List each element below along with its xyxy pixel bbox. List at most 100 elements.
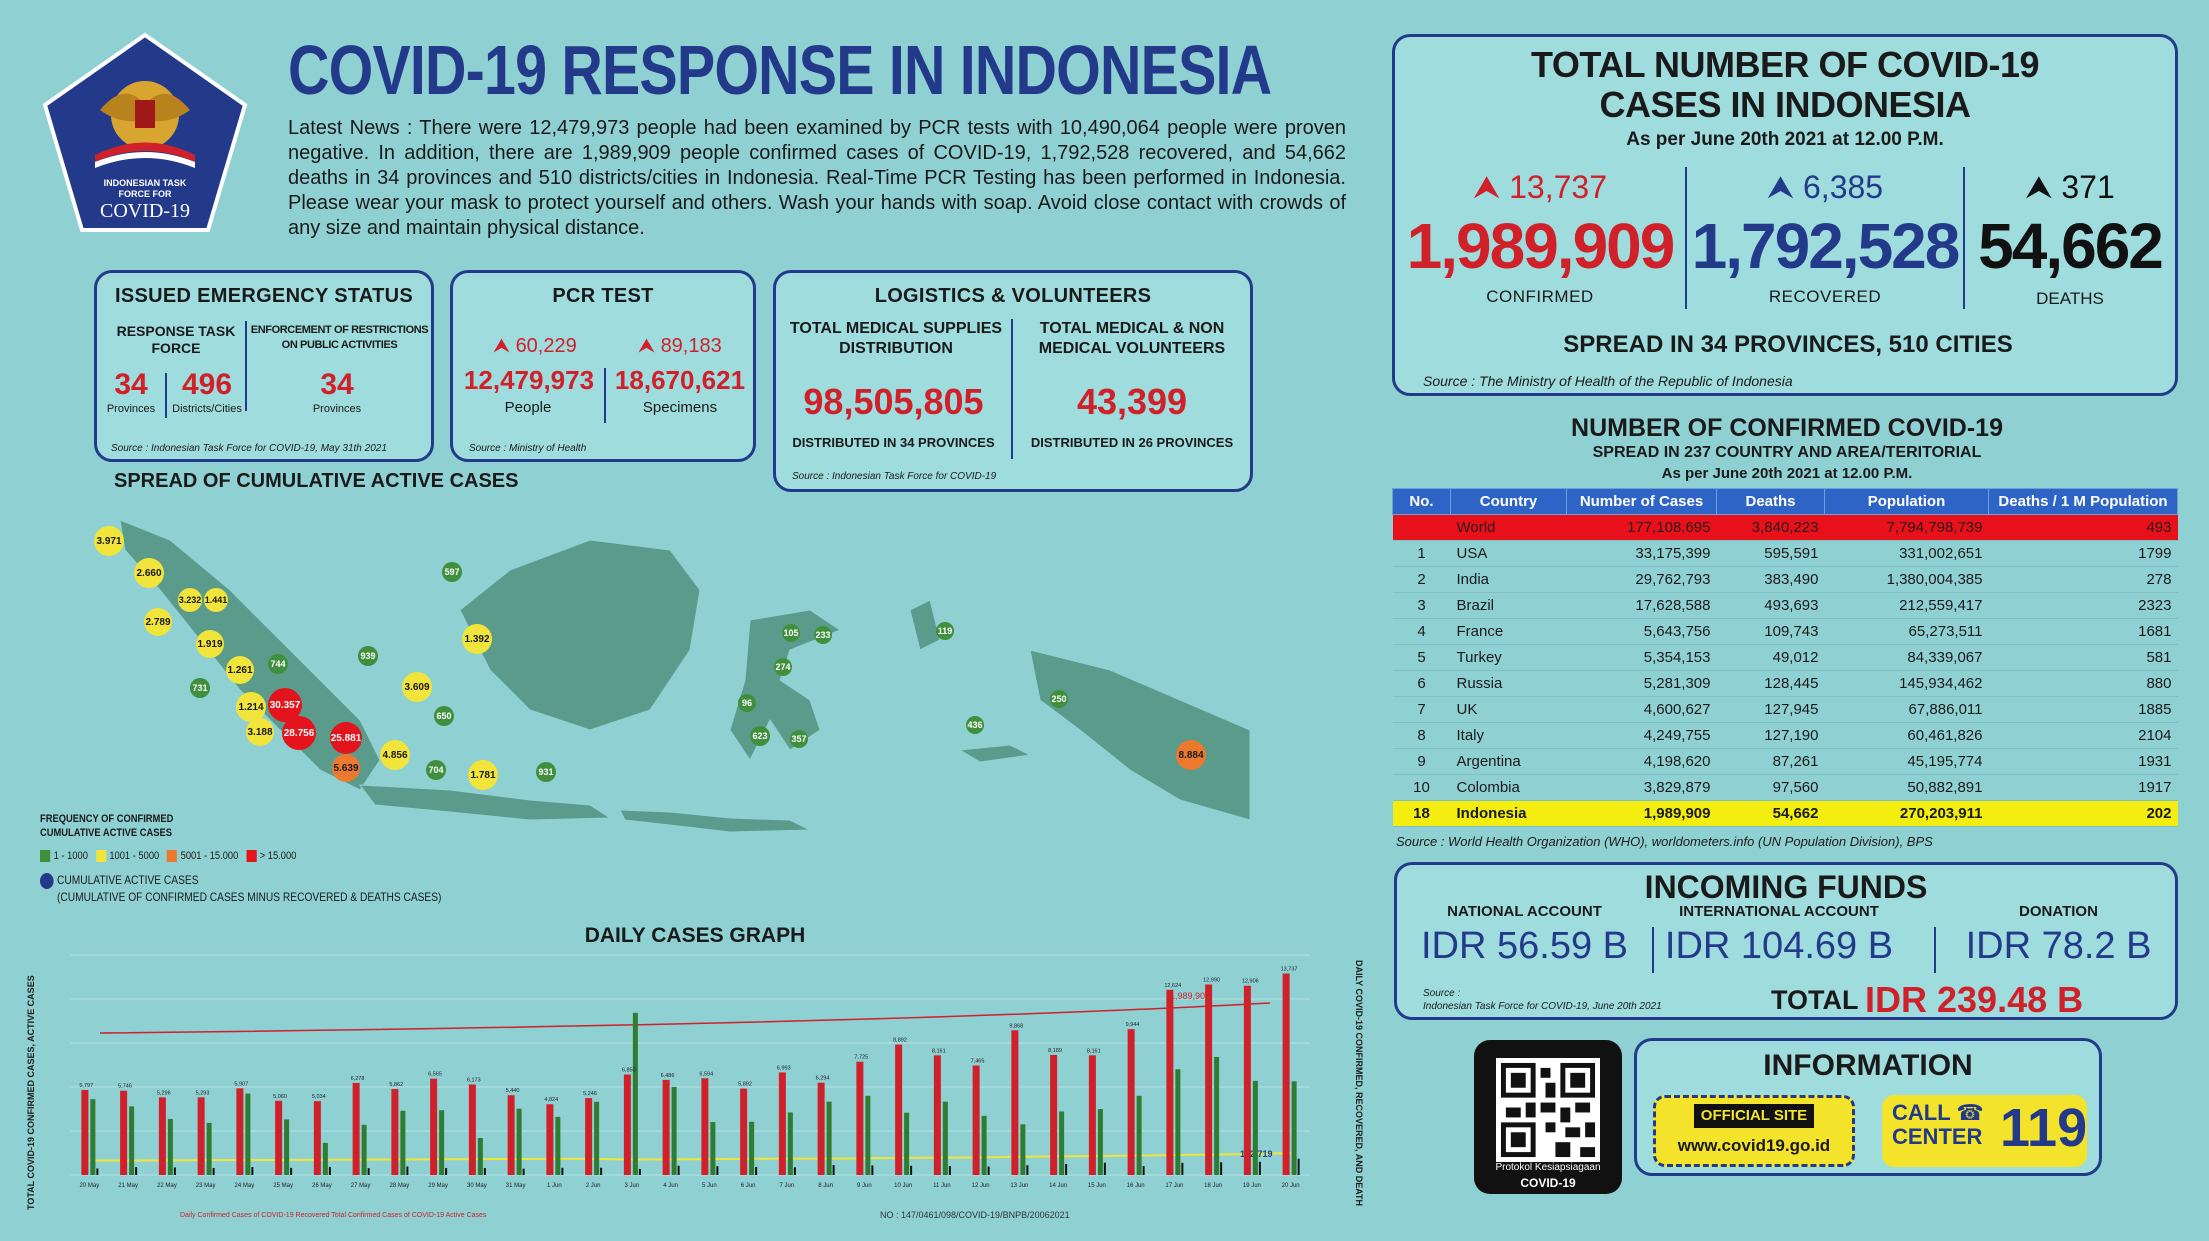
x-tick-label: 24 May [235,1183,255,1189]
province-marker: 931 [536,762,556,782]
official-site-button[interactable]: OFFICIAL SITE www.covid19.go.id [1653,1095,1855,1167]
deaths-bar [1065,1163,1068,1175]
x-tick-label: 8 Jun [818,1183,833,1189]
province-marker: 25.881 [330,722,362,754]
province-marker: 597 [442,562,462,582]
province-marker: 3.188 [246,718,274,746]
donation-label: DONATION [2019,903,2098,920]
deaths-bar [1258,1161,1261,1175]
deaths-bar [173,1167,176,1175]
recovered-bar [361,1124,367,1175]
confirmed-data-label: 5,907 [234,1081,248,1087]
total-line-label: 1,989,909 [1170,991,1210,1001]
recovered-bar [245,1093,251,1175]
response-task-force-label: RESPONSE TASK FORCE [116,323,236,356]
confirmed-data-label: 5,862 [389,1082,403,1088]
confirmed-data-label: 5,034 [312,1094,326,1100]
cell-population: 84,339,067 [1824,644,1989,671]
chart-footer-note: NO : 147/0461/098/COVID-19/BNPB/20062021 [880,1210,1070,1220]
cell-population: 145,934,462 [1824,670,1989,697]
recovered-bar [1020,1124,1026,1175]
x-tick-label: 31 May [506,1183,526,1189]
cell-deaths-per-million: 1681 [1988,618,2178,645]
x-tick-label: 20 Jun [1282,1183,1300,1189]
cell-deaths-per-million: 1885 [1988,696,2178,723]
deaths-bar [328,1166,331,1175]
emergency-title: ISSUED EMERGENCY STATUS [114,285,414,307]
pcr-people-value: 12,479,973 [463,365,595,395]
province-marker: 2.789 [144,608,172,636]
cell-population: 45,195,774 [1824,748,1989,775]
logistics-title: LOGISTICS & VOLUNTEERS [874,285,1152,307]
confirmed-data-label: 8,189 [1048,1048,1062,1054]
official-site-url[interactable]: www.covid19.go.id [1677,1136,1831,1155]
active-case-dot-icon [40,872,54,889]
x-tick-label: 10 Jun [894,1183,912,1189]
arrow-up-icon: ⮝ [493,335,510,357]
confirmed-bar [1166,989,1174,1175]
confirmed-bar [1127,1029,1135,1175]
confirmed-bar [391,1089,399,1175]
deaths-bar [251,1166,254,1175]
call-center-button[interactable]: CALL ☎ CENTER 119 [1882,1095,2087,1167]
confirmed-label: CONFIRMED [1486,287,1594,306]
recovered-bar [671,1086,677,1175]
recovered-bar [129,1106,135,1175]
province-marker: 731 [190,678,210,698]
confirmed-data-label: 5,892 [738,1082,752,1088]
cell-cases: 4,249,755 [1566,722,1717,749]
province-marker: 623 [750,726,770,746]
confirmed-data-label: 5,797 [79,1083,93,1089]
confirmed-bar [856,1061,864,1175]
map-legend-title: FREQUENCY OF CONFIRMED CUMULATIVE ACTIVE… [40,813,174,839]
cell-cases: 3,829,879 [1566,774,1717,801]
recovered-bar [904,1112,910,1175]
province-marker: 3.232 [178,588,202,612]
x-tick-label: 2 Jun [586,1183,601,1189]
provinces-value: 34 [114,368,148,401]
confirmed-data-label: 6,850 [622,1068,636,1074]
x-tick-label: 6 Jun [741,1183,756,1189]
cell-no: 3 [1392,592,1451,619]
cell-no: 6 [1392,670,1451,697]
total-source: Source : The Ministry of Health of the R… [1423,373,1793,389]
cell-population: 67,886,011 [1824,696,1989,723]
province-marker: 357 [790,730,808,748]
legend-yellow: 1001 - 5000 [95,850,159,863]
table-header-row: No. Country Number of Cases Deaths Popul… [1392,488,2178,515]
cell-deaths-per-million: 880 [1988,670,2178,697]
pcr-test-panel: PCR TEST ⮝ 60,229 ⮝ 89,183 12,479,973 Pe… [450,270,756,462]
cell-country: USA [1450,540,1567,567]
cell-cases: 17,628,588 [1566,592,1717,619]
map-legend: 1 - 1000 1001 - 5000 5001 - 15.000 > 15.… [40,850,296,863]
call-center-number: 119 [2000,1098,2088,1158]
province-marker: 5.639 [332,754,360,782]
qr-code-icon[interactable] [1496,1058,1600,1162]
deaths-bar [638,1168,641,1175]
qr-card[interactable]: Protokol Kesiapsiagaan COVID-19 [1474,1040,1622,1194]
recovered-bar [1291,1081,1297,1175]
confirmed-data-label: 6,486 [661,1073,675,1079]
confirmed-data-label: 5,293 [196,1090,210,1096]
col-cases: Number of Cases [1566,488,1717,515]
arrow-up-icon: ⮝ [2025,169,2053,205]
cell-deaths-per-million: 278 [1988,566,2178,593]
table-row: 3 Brazil 17,628,588 493,693 212,559,417 2323 [1392,592,2178,619]
x-tick-label: 9 Jun [857,1183,872,1189]
arrow-up-icon: ⮝ [638,335,655,357]
arrow-up-icon: ⮝ [1766,169,1795,205]
cell-deaths-per-million: 1917 [1988,774,2178,801]
province-marker: 4.856 [380,740,410,770]
cell-deaths: 383,490 [1716,566,1825,593]
medical-supplies-label: TOTAL MEDICAL SUPPLIES DISTRIBUTION [789,320,1003,357]
cell-cases: 5,643,756 [1566,618,1717,645]
international-label: INTERNATIONAL ACCOUNT [1679,903,1879,920]
deaths-bar [135,1167,138,1175]
x-tick-label: 4 Jun [663,1183,678,1189]
pcr-title: PCR TEST [552,285,654,307]
world-as-per: As per June 20th 2021 at 12.00 P.M. [1661,465,1913,482]
confirmed-bar [158,1097,166,1175]
confirmed-bar [1243,985,1251,1175]
confirmed-bar [933,1055,941,1175]
recovered-bar [1097,1109,1103,1175]
